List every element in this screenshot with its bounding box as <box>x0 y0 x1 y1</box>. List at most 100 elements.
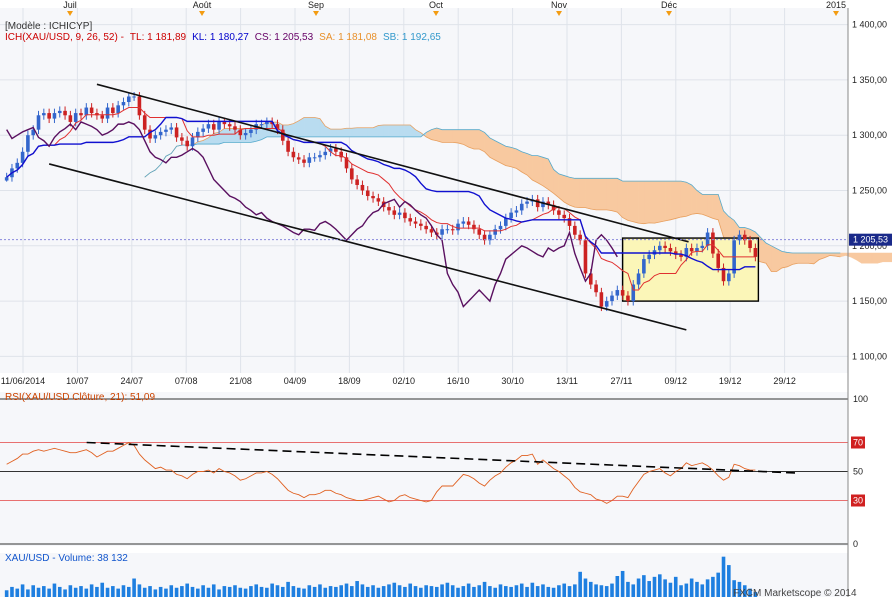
volume-bar <box>116 588 120 597</box>
candle <box>169 127 174 130</box>
volume-bar <box>392 582 397 597</box>
kumo-cloud-segment <box>367 127 374 138</box>
candle <box>419 223 423 226</box>
kumo-cloud-segment <box>659 180 666 223</box>
kumo-cloud-segment <box>627 180 634 223</box>
rsi-trendline <box>86 441 796 474</box>
price-tick-label: 1 300,00 <box>852 130 887 140</box>
kumo-cloud-segment <box>378 124 384 138</box>
volume-bar <box>180 586 184 597</box>
volume-bar <box>334 586 338 597</box>
kumo-cloud-segment <box>457 129 464 145</box>
candle <box>620 290 625 296</box>
kumo-cloud-segment <box>887 252 892 263</box>
price-scale[interactable]: 1 100,00 1 150,00 1 200,00 1 250,00 1 300,00… <box>847 8 892 597</box>
volume-bar <box>20 584 25 597</box>
candle <box>26 135 30 152</box>
volume-bar <box>658 574 662 597</box>
kumo-cloud-segment <box>595 178 602 211</box>
kumo-cloud-segment <box>808 252 815 265</box>
volume-bar <box>567 586 572 597</box>
volume-bar <box>594 584 598 597</box>
candle <box>588 273 593 285</box>
candle <box>302 159 306 163</box>
candle <box>604 301 609 307</box>
volume-bar <box>610 583 614 597</box>
volume-bar <box>169 585 174 597</box>
volume-bar <box>578 571 582 597</box>
candle <box>578 234 582 241</box>
candle <box>689 248 694 252</box>
volume-bar <box>328 586 333 597</box>
price-tick-label: 1 150,00 <box>852 296 887 306</box>
volume-bar <box>477 585 482 597</box>
volume-bar <box>573 584 577 597</box>
price-tick-label: 1 400,00 <box>852 20 887 30</box>
candle <box>126 96 131 103</box>
volume-bar <box>673 576 678 597</box>
candle <box>153 135 158 139</box>
legend-item: KL: 1 180,27 <box>192 32 249 43</box>
candle <box>721 267 726 282</box>
candle <box>275 124 280 130</box>
kumo-cloud-segment <box>335 128 342 138</box>
legend-item: ICH(XAU/USD, 9, 26, 52) - <box>5 32 124 43</box>
candle <box>461 221 466 224</box>
candle <box>211 124 216 130</box>
volume-bar <box>296 587 301 597</box>
candle <box>594 284 598 293</box>
candle <box>142 115 147 130</box>
date-tick-label: 10/07 <box>66 376 89 386</box>
volume-panel[interactable] <box>0 553 848 597</box>
candle <box>174 127 179 138</box>
candle <box>238 129 243 136</box>
volume-bar <box>403 586 407 597</box>
rsi-panel[interactable] <box>0 392 848 546</box>
volume-bar <box>275 585 280 597</box>
kumo-cloud-segment <box>590 178 597 211</box>
candle <box>488 234 492 241</box>
volume-bar <box>243 588 248 597</box>
volume-bar <box>259 586 264 597</box>
candle <box>424 225 428 230</box>
candle <box>450 229 455 231</box>
volume-bar <box>588 581 593 597</box>
volume-bar <box>365 586 370 597</box>
kumo-cloud-segment <box>792 252 799 265</box>
price-tick-label: 1 250,00 <box>852 186 887 196</box>
volume-bar <box>137 584 142 597</box>
kijun-sen-line <box>6 116 756 271</box>
month-label: Déc <box>661 0 678 10</box>
kumo-cloud-segment <box>871 252 878 264</box>
candle <box>663 245 667 249</box>
month-marker-icon <box>666 11 672 16</box>
volume-bar <box>509 586 513 597</box>
volume-bar <box>350 586 354 597</box>
candle <box>583 240 588 274</box>
current-price-tag <box>849 233 892 246</box>
volume-bar <box>89 584 94 597</box>
volume-bar <box>599 585 604 597</box>
volume-bar <box>185 583 189 597</box>
candle <box>84 107 89 116</box>
volume-bar <box>323 587 328 597</box>
kumo-cloud-segment <box>500 143 507 167</box>
indicator-legend: ICH(XAU/USD, 9, 26, 52) - TL: 1 181,89 KL:… <box>5 32 441 43</box>
volume-bar <box>47 588 51 597</box>
volume-bar <box>132 578 136 597</box>
candle <box>562 214 567 219</box>
candle <box>599 292 604 307</box>
candle <box>190 137 195 147</box>
candle <box>121 102 126 106</box>
volume-bar <box>227 586 232 597</box>
candle <box>493 229 497 235</box>
volume-bar <box>668 582 673 597</box>
kumo-cloud-segment <box>479 129 485 153</box>
volume-bar <box>270 583 274 597</box>
volume-bar <box>307 585 312 597</box>
candle <box>376 198 381 202</box>
volume-bar <box>519 583 524 597</box>
volume-bar <box>318 584 322 597</box>
